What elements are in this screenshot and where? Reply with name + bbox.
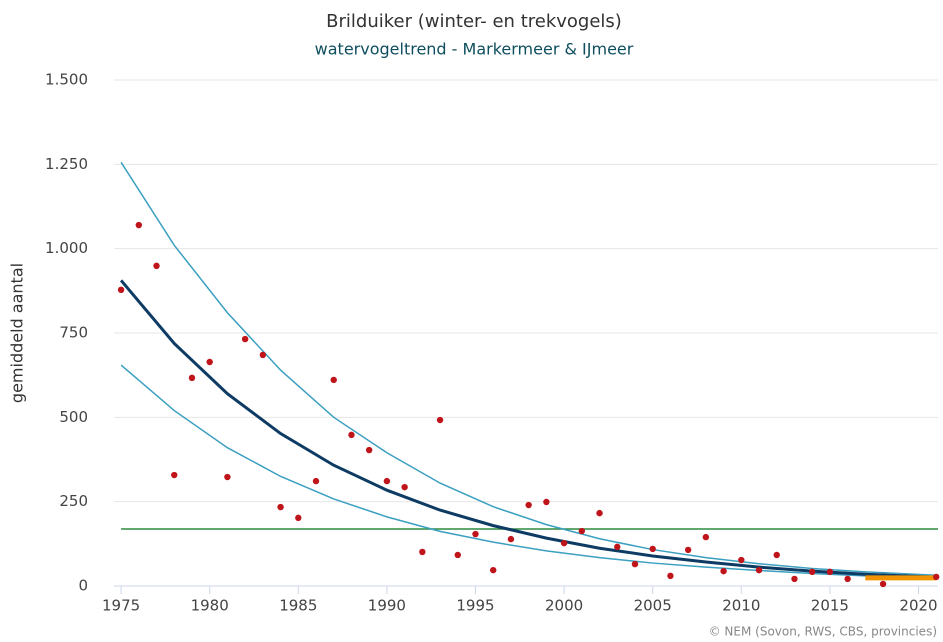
- data-point: [933, 573, 940, 581]
- y-tick-label: 500: [59, 408, 88, 426]
- data-point: [702, 533, 710, 541]
- data-point: [490, 566, 497, 574]
- data-point: [773, 551, 780, 559]
- data-point: [135, 221, 143, 229]
- x-tick-label: 1980: [191, 597, 229, 615]
- data-point: [295, 514, 302, 522]
- data-point: [454, 551, 461, 559]
- x-tick-label: 1975: [102, 597, 140, 615]
- data-point: [241, 335, 249, 343]
- data-point: [330, 376, 337, 384]
- trend-line: [119, 279, 937, 579]
- credits: © NEM (Sovon, RWS, CBS, provincies): [709, 625, 937, 639]
- data-point: [153, 262, 160, 270]
- y-tick-label: 1.000: [45, 239, 88, 257]
- data-point: [844, 575, 851, 583]
- data-point: [419, 548, 426, 556]
- y-axis-label: gemiddeld aantal: [8, 263, 27, 403]
- y-tick-label: 750: [59, 324, 88, 342]
- trend-line: [120, 364, 937, 580]
- data-point: [312, 477, 320, 485]
- data-point: [684, 546, 692, 554]
- data-point: [348, 431, 355, 439]
- y-tick-label: 250: [59, 492, 88, 510]
- data-point: [206, 358, 213, 366]
- data-point: [525, 501, 532, 509]
- x-tick-label: 2020: [899, 597, 937, 615]
- data-point: [649, 545, 656, 553]
- y-tick-label: 1.500: [45, 71, 88, 89]
- data-point: [259, 351, 267, 359]
- x-tick-label: 1995: [456, 597, 494, 615]
- y-tick-label: 1.250: [45, 155, 88, 173]
- data-point: [596, 509, 603, 517]
- data-point: [879, 580, 887, 588]
- data-point: [383, 477, 391, 485]
- data-point: [578, 527, 586, 535]
- data-point: [277, 503, 284, 511]
- data-point: [507, 535, 515, 543]
- x-tick-label: 2015: [811, 597, 849, 615]
- data-point: [188, 374, 196, 382]
- chart-title: Brilduiker (winter- en trekvogels): [326, 11, 622, 32]
- data-point: [560, 539, 568, 547]
- data-point: [472, 530, 479, 538]
- data-point: [631, 560, 639, 568]
- x-tick-label: 2010: [722, 597, 760, 615]
- chart-subtitle: watervogeltrend - Markermeer & IJmeer: [315, 40, 634, 59]
- y-tick-label: 0: [78, 577, 88, 595]
- data-point: [224, 473, 231, 481]
- data-point: [365, 446, 373, 454]
- data-point: [614, 543, 621, 551]
- x-tick-label: 1990: [368, 597, 406, 615]
- data-point: [791, 575, 798, 583]
- data-point: [543, 498, 550, 506]
- data-point: [738, 556, 745, 564]
- data-point: [808, 568, 816, 576]
- data-point: [720, 567, 727, 575]
- trend-line: [120, 161, 937, 576]
- data-point: [826, 568, 834, 576]
- x-tick-label: 1985: [279, 597, 317, 615]
- data-point: [171, 471, 178, 479]
- x-tick-label: 2000: [545, 597, 583, 615]
- data-point: [401, 483, 408, 491]
- data-point: [755, 566, 763, 574]
- data-point: [117, 286, 125, 294]
- data-point: [436, 416, 444, 424]
- data-point: [667, 572, 674, 580]
- x-tick-label: 2005: [634, 597, 672, 615]
